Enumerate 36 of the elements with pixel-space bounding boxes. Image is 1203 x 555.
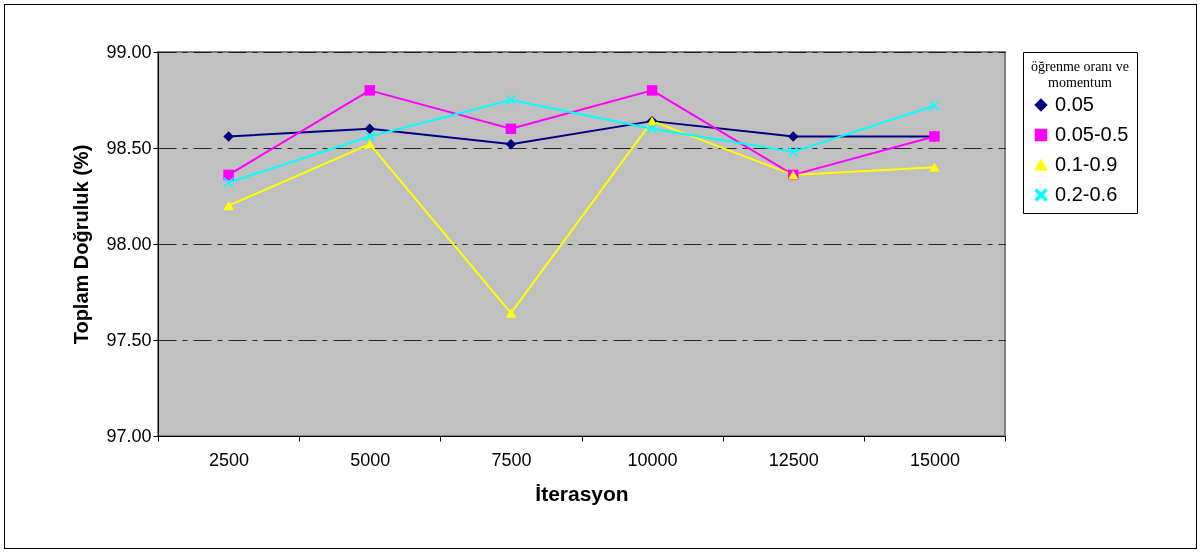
point: [223, 177, 234, 188]
legend-title: öğrenme oranı ve momentum: [1031, 59, 1129, 90]
x-tick-label: 2500: [209, 449, 250, 470]
x-tick-label: 7500: [491, 449, 532, 470]
legend-label: 0.05-0.5: [1055, 123, 1129, 145]
y-axis-title: Toplam Doğruluk (%): [70, 144, 93, 345]
point: [505, 308, 517, 318]
y-tick-label: 98.00: [106, 233, 152, 254]
legend-label: 0.2-0.6: [1055, 183, 1118, 205]
x-tick-label: 15000: [909, 449, 960, 470]
point: [929, 100, 940, 111]
y-tick-label: 97.00: [106, 425, 152, 446]
point: [223, 169, 234, 181]
y-tick-label: 97.50: [106, 329, 152, 350]
x-tick-label: 5000: [350, 449, 391, 470]
y-tick-label: 98.50: [106, 137, 152, 158]
legend-label: 0.1-0.9: [1055, 153, 1118, 175]
point: [505, 94, 517, 106]
point: [364, 139, 375, 149]
point: [364, 131, 375, 142]
point: [929, 162, 940, 172]
point: [364, 123, 375, 135]
point: [646, 85, 658, 96]
point: [788, 131, 799, 142]
point: [364, 85, 375, 96]
y-tick-label: 99.00: [106, 41, 152, 62]
point: [646, 123, 658, 135]
x-tick-label: 10000: [627, 449, 678, 470]
point: [505, 138, 517, 150]
x-axis-title: İterasyon: [535, 481, 629, 505]
point: [223, 201, 234, 211]
point: [505, 123, 517, 135]
legend-label: 0.05: [1055, 93, 1094, 115]
point: [223, 131, 234, 142]
point: [788, 146, 799, 158]
x-tick-label: 12500: [768, 449, 819, 470]
